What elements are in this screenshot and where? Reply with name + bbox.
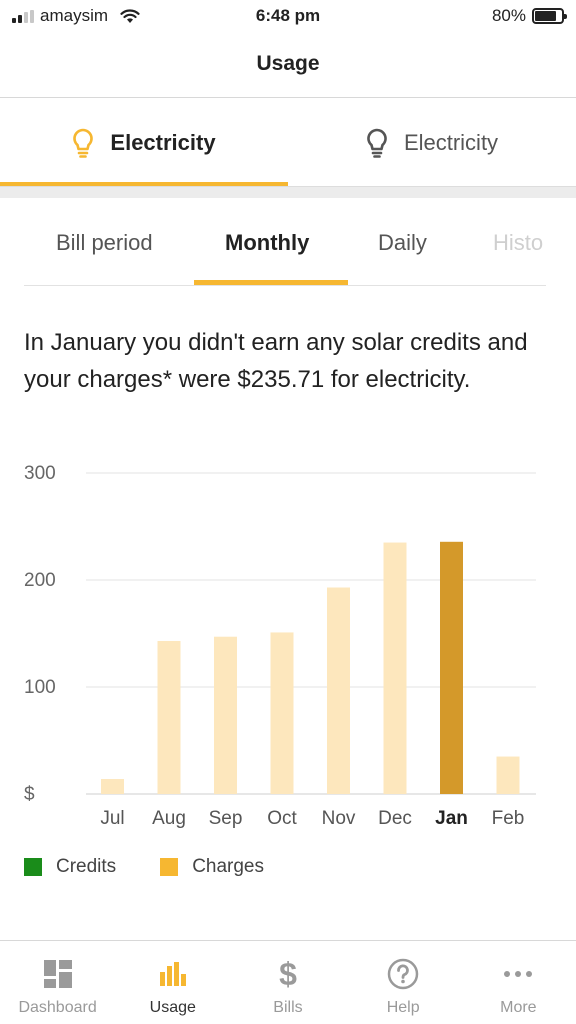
tab-usage[interactable]: Usage bbox=[115, 941, 230, 1024]
legend-label: Credits bbox=[56, 856, 117, 877]
chart-bar-nov bbox=[327, 587, 350, 794]
legend-swatch-charges bbox=[160, 858, 179, 876]
tab-help[interactable]: Help bbox=[346, 941, 461, 1024]
x-tick-label: Aug bbox=[152, 808, 186, 829]
tab-more[interactable]: More bbox=[461, 941, 576, 1024]
signal-icon bbox=[12, 9, 34, 23]
x-tick-label: Jan bbox=[435, 808, 468, 829]
dashboard-icon bbox=[43, 960, 72, 988]
chart-bar-oct bbox=[270, 632, 294, 794]
battery-icon bbox=[532, 8, 567, 24]
dollar-icon: $ bbox=[279, 956, 297, 992]
tab-label: Dashboard bbox=[18, 999, 97, 1016]
legend-swatch-credits bbox=[24, 858, 42, 876]
x-tick-label: Feb bbox=[492, 808, 525, 829]
y-tick-label: 300 bbox=[24, 463, 56, 484]
tab-daily[interactable]: Daily bbox=[378, 230, 427, 255]
tab-monthly[interactable]: Monthly bbox=[225, 230, 310, 255]
account-tab-label: Electricity bbox=[110, 130, 216, 155]
account-tab-label: Electricity bbox=[403, 130, 499, 155]
nav-header: Usage bbox=[0, 34, 576, 98]
section-divider bbox=[0, 186, 576, 198]
account-tabs: Electricity Electricity bbox=[0, 99, 576, 187]
bottom-tab-bar: Dashboard Usage $ Bills Help bbox=[0, 940, 576, 1024]
more-icon bbox=[504, 971, 533, 977]
page-title: Usage bbox=[256, 52, 320, 75]
period-tabs: Bill period Monthly Daily Histo bbox=[24, 210, 546, 286]
usage-summary: In January you didn't earn any solar cre… bbox=[24, 329, 528, 393]
y-tick-label: 100 bbox=[24, 677, 56, 698]
carrier-name: amaysim bbox=[40, 6, 109, 25]
tab-label: Help bbox=[386, 999, 420, 1016]
legend-label: Charges bbox=[192, 856, 265, 877]
chart-bar-aug bbox=[157, 640, 181, 794]
tab-history[interactable]: Histo bbox=[493, 230, 544, 255]
legend-item-credits: Credits bbox=[24, 856, 116, 878]
status-bar: amaysim 6:48 pm 80% bbox=[0, 0, 576, 34]
chart-bar-jan bbox=[440, 541, 463, 794]
account-tab-electricity-1[interactable]: Electricity bbox=[0, 99, 288, 187]
wifi-icon bbox=[120, 8, 140, 23]
usage-bar-chart: $100 200 300 Jul Aug Sep Oct Nov Dec Jan Feb bbox=[24, 463, 536, 829]
legend-item-charges: Charges bbox=[160, 856, 264, 878]
status-bar-left: amaysim bbox=[12, 6, 140, 26]
usage-chart-icon bbox=[159, 962, 186, 986]
lightbulb-icon bbox=[367, 128, 387, 158]
tab-bill-period[interactable]: Bill period bbox=[56, 230, 153, 255]
tab-label: More bbox=[500, 999, 537, 1016]
chart-bar-sep bbox=[214, 636, 237, 794]
x-tick-label: Jul bbox=[100, 808, 124, 829]
x-tick-label: Sep bbox=[209, 808, 243, 829]
tab-label: Bills bbox=[273, 999, 303, 1016]
y-tick-label: 200 bbox=[24, 570, 56, 591]
period-tab-indicator bbox=[194, 280, 348, 285]
chart-legend: Credits Charges bbox=[24, 856, 264, 878]
x-tick-label: Oct bbox=[267, 808, 297, 829]
chart-bar-jul bbox=[101, 779, 124, 794]
status-bar-right: 80% bbox=[491, 6, 567, 26]
lightbulb-icon bbox=[73, 128, 94, 158]
x-tick-label: Dec bbox=[378, 808, 412, 829]
x-tick-label: Nov bbox=[322, 808, 356, 829]
tab-bills[interactable]: $ Bills bbox=[230, 941, 345, 1024]
account-tab-electricity-2[interactable]: Electricity bbox=[288, 99, 576, 187]
tab-dashboard[interactable]: Dashboard bbox=[0, 941, 115, 1024]
tab-label: Usage bbox=[149, 999, 196, 1016]
battery-percent: 80% bbox=[491, 6, 526, 25]
y-tick-label: $ bbox=[24, 784, 35, 805]
chart-bar-feb bbox=[496, 756, 520, 794]
chart-bar-dec bbox=[383, 542, 407, 794]
status-time: 6:48 pm bbox=[255, 6, 321, 25]
help-icon bbox=[387, 958, 419, 990]
